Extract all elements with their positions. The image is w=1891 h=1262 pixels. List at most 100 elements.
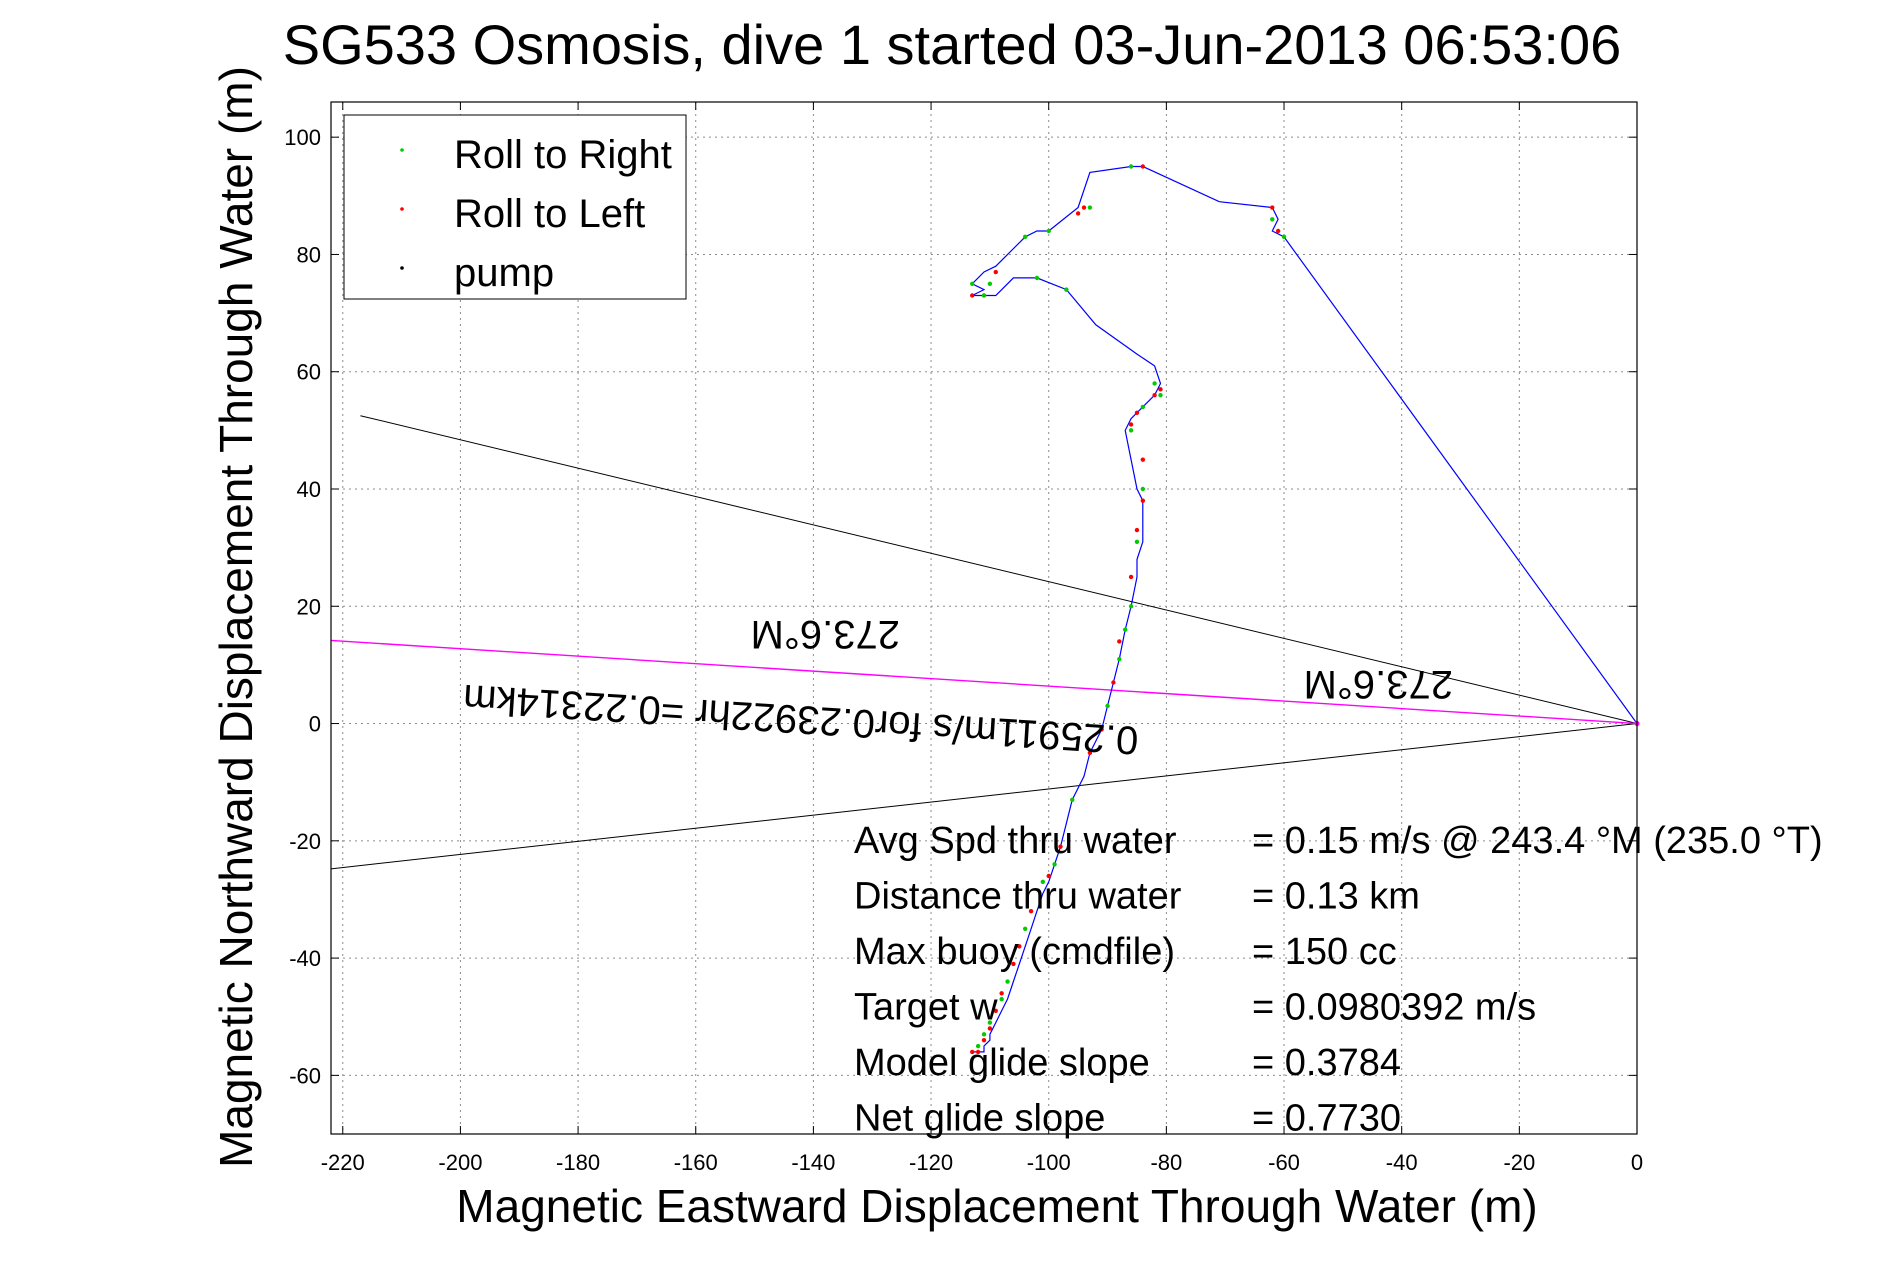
- roll-right-point: [1134, 539, 1140, 544]
- tick-layer: -220 -200 -180 -160 -140 -120 -100 -80 -60 -40 -20…: [284, 102, 1643, 1175]
- roll-left-point: [1134, 527, 1140, 533]
- roll-right-point: [1270, 217, 1275, 222]
- roll-left-point: [1140, 457, 1146, 462]
- stat-value: = 150 cc: [1252, 931, 1397, 973]
- roll-left-point: [1128, 574, 1134, 580]
- glider-track-line: [971, 165, 1637, 1053]
- roll-right-point: [987, 1020, 993, 1025]
- x-tick-label: -160: [674, 1150, 718, 1175]
- x-tick-label: -60: [1268, 1150, 1300, 1175]
- x-tick-label: -180: [556, 1150, 600, 1175]
- x-tick-label: 0: [1631, 1150, 1643, 1175]
- roll-left-point: [1099, 727, 1104, 732]
- chart-title: SG533 Osmosis, dive 1 started 03-Jun-201…: [283, 13, 1622, 76]
- x-tick-label: -140: [791, 1150, 835, 1175]
- roll-left-point: [993, 269, 998, 275]
- y-axis-title: Magnetic Northward Displacement Through …: [210, 66, 262, 1168]
- y-tick-label: 100: [284, 125, 321, 150]
- roll-left-point: [987, 1026, 993, 1031]
- legend-label: Roll to Left: [454, 192, 645, 236]
- roll-left-point: [1140, 498, 1146, 503]
- x-axis-title: Magnetic Eastward Displacement Through W…: [456, 1180, 1537, 1232]
- legend-marker: [400, 266, 404, 270]
- legend-label: Roll to Right: [454, 133, 672, 177]
- roll-left-point: [970, 293, 975, 298]
- roll-right-point: [1034, 275, 1040, 281]
- roll-left-point: [999, 991, 1004, 996]
- roll-left-point: [1017, 944, 1022, 949]
- depth-average-current-line: [331, 639, 1637, 725]
- stat-label: Net glide slope: [854, 1098, 1105, 1140]
- legend: Roll to Right Roll to Left pump: [343, 114, 687, 300]
- roll-left-point: [1081, 205, 1087, 210]
- grid-layer: [331, 102, 1637, 1134]
- roll-right-point: [1005, 979, 1010, 984]
- roll-right-point: [1040, 879, 1046, 885]
- stat-value: = 0.0980392 m/s: [1252, 987, 1536, 1029]
- plot-frame: [330, 101, 1638, 1135]
- heading-annotation: 0.25911m/s for0.23922hr =0.22314km: [462, 676, 1140, 762]
- stat-label: Model glide slope: [854, 1042, 1150, 1084]
- roll-left-point: [975, 1049, 981, 1055]
- y-tick-label: 0: [309, 712, 321, 737]
- stat-value: = 0.3784: [1252, 1042, 1401, 1084]
- roll-right-point: [1140, 486, 1146, 492]
- stat-label: Max buoy (cmdfile): [854, 931, 1175, 973]
- y-tick-label: -20: [289, 829, 321, 854]
- roll-right-point: [1117, 656, 1122, 662]
- y-tick-label: -40: [289, 946, 321, 971]
- roll-right-point: [1281, 234, 1287, 240]
- roll-right-point: [1152, 381, 1157, 386]
- roll-right-point: [981, 1032, 987, 1037]
- roll-left-point: [1275, 228, 1281, 234]
- x-tick-label: -100: [1027, 1150, 1071, 1175]
- roll-right-point: [981, 293, 987, 298]
- roll-right-point: [970, 281, 975, 286]
- x-tick-label: -40: [1386, 1150, 1418, 1175]
- roll-right-point: [1128, 604, 1134, 609]
- roll-right-point: [1087, 205, 1093, 210]
- roll-left-point: [1117, 639, 1122, 644]
- stat-label: Distance thru water: [854, 876, 1182, 918]
- roll-right-point: [1140, 404, 1146, 410]
- x-tick-label: -80: [1150, 1150, 1182, 1175]
- roll-right-point: [1128, 164, 1134, 169]
- annotation-layer: 273.6°M 273.6°M 0.25911m/s for0.23922hr =0…: [462, 612, 1453, 762]
- x-tick-label: -120: [909, 1150, 953, 1175]
- x-tick-label: -220: [321, 1150, 365, 1175]
- y-tick-label: -60: [289, 1063, 321, 1088]
- roll-right-point: [1064, 287, 1069, 292]
- roll-right-point: [975, 1043, 981, 1049]
- stat-value: = 0.7730: [1252, 1098, 1401, 1140]
- roll-left-point: [1134, 410, 1140, 415]
- roll-left-point: [1058, 844, 1063, 849]
- y-tick-label: 60: [297, 360, 321, 385]
- roll-right-point: [1046, 228, 1051, 234]
- roll-right-point: [1128, 428, 1134, 433]
- data-layer: [331, 164, 1640, 1055]
- stats-panel: Avg Spd thru water = 0.15 m/s @ 243.4 °M …: [854, 820, 1823, 1140]
- roll-left-point: [1087, 750, 1093, 756]
- roll-left-point: [1158, 387, 1163, 392]
- heading-annotation: 273.6°M: [751, 612, 900, 656]
- roll-right-point: [1052, 862, 1057, 867]
- legend-marker: [400, 207, 404, 211]
- x-tick-label: -20: [1503, 1150, 1535, 1175]
- roll-right-point: [1070, 797, 1075, 802]
- heading-wedge-line: [331, 723, 1637, 870]
- roll-left-point: [993, 1008, 998, 1014]
- stat-value: = 0.15 m/s @ 243.4 °M (235.0 °T): [1252, 820, 1823, 862]
- stat-label: Target w: [854, 987, 998, 1029]
- roll-right-point: [1022, 234, 1028, 240]
- heading-annotation: 273.6°M: [1304, 662, 1453, 706]
- roll-left-point: [970, 1049, 975, 1055]
- x-tick-label: -200: [438, 1150, 482, 1175]
- legend-marker: [400, 148, 404, 152]
- roll-left-point: [1128, 422, 1134, 427]
- legend-label: pump: [454, 251, 554, 295]
- roll-left-point: [1140, 164, 1146, 169]
- roll-right-point: [999, 996, 1004, 1002]
- roll-left-point: [1270, 205, 1275, 210]
